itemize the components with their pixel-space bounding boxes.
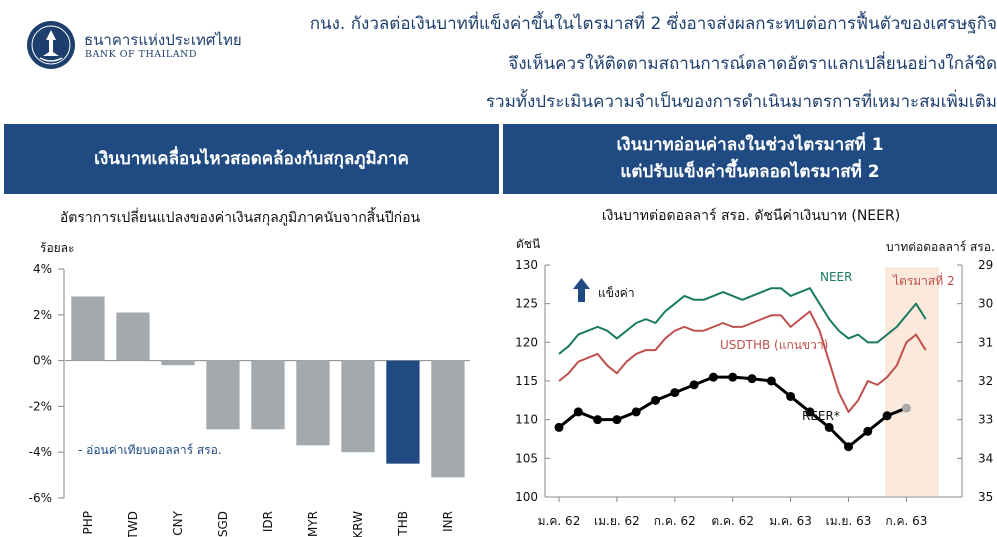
headline-line-2: จึงเห็นควรให้ติดตามสถานการณ์ตลาดอัตราแลก…	[508, 54, 997, 74]
bar-category-label: CNY	[171, 510, 185, 535]
reer-point	[786, 391, 796, 401]
reer-point	[805, 407, 815, 417]
bar-chart-title: อัตราการเปลี่ยนแปลงของค่าเงินสกุลภูมิภาค…	[59, 210, 421, 226]
bank-name-thai: ธนาคารแห่งประเทศไทย	[84, 31, 242, 49]
reer-point	[612, 415, 622, 425]
q2-shade	[885, 267, 939, 496]
line-x-label: เม.ย. 63	[826, 514, 872, 528]
left-axis-label: ดัชนี	[516, 237, 540, 251]
bar-category-label: IDR	[261, 511, 275, 532]
neer-line	[558, 287, 927, 355]
bar-sgd	[206, 360, 240, 430]
reer-label: REER*	[802, 409, 840, 423]
line-left-tick: 110	[515, 413, 538, 427]
line-left-tick: 120	[515, 335, 538, 349]
bar-inr	[431, 360, 465, 478]
line-right-tick: 33	[978, 413, 993, 427]
bar-ytick: 0%	[33, 354, 52, 368]
line-left-tick: 105	[515, 451, 538, 465]
bar-ytick: -6%	[29, 491, 52, 505]
headline-line-1: กนง. กังวลต่อเงินบาทที่แข็งค่าขึ้นในไตรม…	[309, 14, 997, 34]
reer-point	[573, 407, 583, 417]
bar-ytick: -2%	[29, 399, 52, 413]
line-x-label: ม.ค. 62	[538, 514, 581, 528]
up-arrow-icon	[573, 278, 590, 302]
reer-point	[554, 422, 564, 432]
bar-ytick: -4%	[29, 445, 52, 459]
bar-category-label: TWD	[126, 511, 140, 537]
bar-category-label: INR	[441, 511, 455, 532]
line-left-tick: 115	[515, 374, 538, 388]
reer-point	[882, 411, 892, 421]
reer-point	[631, 407, 641, 417]
bar-category-label: THB	[396, 511, 410, 537]
reer-point	[593, 415, 603, 425]
reer-point	[863, 426, 873, 436]
exchange-rate-line-chart: ไตรมาสที่ 2 ดัชนี บาทต่อดอลลาร์ สรอ. 130…	[515, 237, 995, 528]
right-banner-line-2: แต่ปรับแข็งค่าขึ้นตลอดไตรมาสที่ 2	[620, 162, 880, 182]
line-right-tick: 31	[978, 335, 993, 349]
line-right-tick: 30	[978, 297, 993, 311]
bar-category-label: KRW	[351, 511, 365, 537]
reer-point	[747, 374, 757, 384]
reer-point	[708, 372, 718, 382]
reer-point	[651, 395, 660, 405]
regional-currency-bar-chart: ร้อยละ 4% 2% 0% -2% -4% -6% - อ่อนค่าเทียบดอล…	[29, 241, 470, 537]
line-x-label: ก.ค. 62	[654, 514, 696, 528]
line-right-tick: 35	[978, 490, 993, 504]
usdthb-line	[558, 310, 927, 413]
bar-cny	[161, 360, 195, 366]
neer-label: NEER	[820, 270, 852, 284]
line-chart-title: เงินบาทต่อดอลลาร์ สรอ. ดัชนีค่าเงินบาท (…	[601, 208, 901, 224]
line-left-tick: 100	[515, 490, 538, 504]
line-left-tick: 130	[515, 258, 538, 272]
left-banner-text: เงินบาทเคลื่อนไหวสอดคล้องกับสกุลภูมิภาค	[94, 148, 409, 169]
line-x-label: ต.ค. 62	[711, 514, 754, 528]
bar-idr	[251, 360, 285, 430]
reer-line	[558, 375, 907, 449]
left-panel-banner: เงินบาทเคลื่อนไหวสอดคล้องกับสกุลภูมิภาค	[4, 124, 499, 194]
q2-shade-label: ไตรมาสที่ 2	[892, 272, 955, 288]
bar-krw	[341, 360, 375, 453]
reer-point	[901, 403, 911, 413]
bar-annotation: - อ่อนค่าเทียบดอลลาร์ สรอ.	[78, 443, 222, 457]
bar-category-label: SGD	[216, 511, 230, 537]
bar-php	[71, 296, 105, 361]
reer-point	[728, 372, 738, 382]
bar-myr	[296, 360, 330, 446]
right-panel-banner: เงินบาทอ่อนค่าลงในช่วงไตรมาสที่ 1 แต่ปรั…	[503, 124, 997, 194]
bar-category-label: PHP	[81, 511, 95, 535]
bar-ylabel: ร้อยละ	[40, 241, 74, 255]
line-x-label: เม.ย. 62	[594, 514, 640, 528]
line-left-tick: 125	[515, 297, 538, 311]
headline-line-3: รวมทั้งประเมินความจำเป็นของการดำเนินมาตร…	[485, 92, 997, 112]
reer-point	[766, 376, 776, 386]
line-x-label: ม.ค. 63	[769, 514, 812, 528]
right-banner-line-1: เงินบาทอ่อนค่าลงในช่วงไตรมาสที่ 1	[616, 135, 884, 155]
bank-name-english: BANK OF THAILAND	[85, 49, 198, 60]
reer-point	[844, 442, 853, 452]
bar-ytick: 4%	[33, 262, 52, 276]
line-x-label: ก.ค. 63	[885, 514, 927, 528]
bar-ytick: 2%	[33, 308, 52, 322]
strong-label: แข็งค่า	[598, 285, 635, 300]
bar-twd	[116, 312, 150, 361]
reer-point	[670, 388, 680, 398]
usdthb-label: USDTHB (แกนขวา)	[720, 338, 828, 352]
reer-point	[689, 380, 699, 390]
line-right-tick: 34	[978, 451, 993, 465]
bar-category-label: MYR	[306, 511, 320, 537]
right-axis-label: บาทต่อดอลลาร์ สรอ.	[886, 240, 995, 254]
bar-thb	[386, 360, 420, 464]
line-right-tick: 32	[978, 374, 993, 388]
bank-logo	[27, 21, 75, 69]
reer-point	[824, 422, 834, 432]
line-right-tick: 29	[978, 258, 993, 272]
